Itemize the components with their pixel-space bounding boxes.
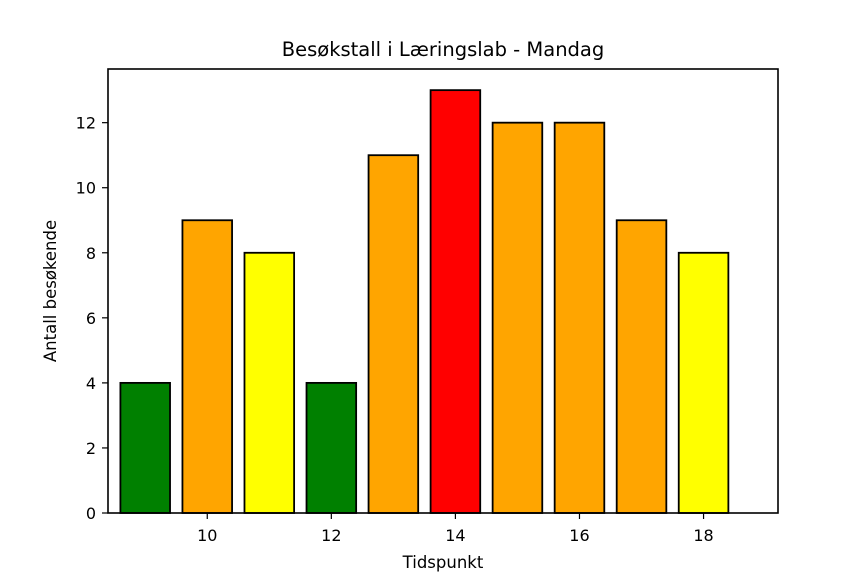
x-axis-label: Tidspunkt [402, 553, 484, 572]
bar-17 [615, 219, 668, 514]
bar-13 [367, 154, 420, 514]
ticks-layer: 10 12 14 16 18 0 2 4 6 8 10 12 [76, 114, 714, 545]
y-tick-label-8: 8 [86, 244, 96, 263]
y-tick-label-0: 0 [86, 504, 96, 523]
x-tick-label-18: 18 [693, 526, 713, 545]
bar-18 [677, 251, 730, 514]
y-axis-label: Antall besøkende [41, 220, 60, 362]
bar-16 [553, 121, 606, 514]
bar-14 [429, 89, 482, 514]
plot-area-frame [107, 68, 779, 514]
y-tick-label-6: 6 [86, 309, 96, 328]
bar-11 [243, 251, 296, 514]
y-tick-label-10: 10 [76, 179, 96, 198]
chart-title: Besøkstall i Læringslab - Mandag [282, 38, 605, 61]
bars-layer [119, 89, 730, 514]
x-tick-label-14: 14 [445, 526, 465, 545]
bar-10 [181, 219, 233, 514]
bar-12 [305, 381, 358, 514]
y-tick-label-12: 12 [76, 114, 96, 133]
y-tick-label-4: 4 [86, 374, 96, 393]
bar-9 [119, 381, 171, 514]
x-tick-label-12: 12 [321, 526, 341, 545]
x-tick-label-16: 16 [569, 526, 589, 545]
bar-15 [491, 121, 544, 514]
x-tick-label-10: 10 [197, 526, 217, 545]
y-tick-label-2: 2 [86, 439, 96, 458]
